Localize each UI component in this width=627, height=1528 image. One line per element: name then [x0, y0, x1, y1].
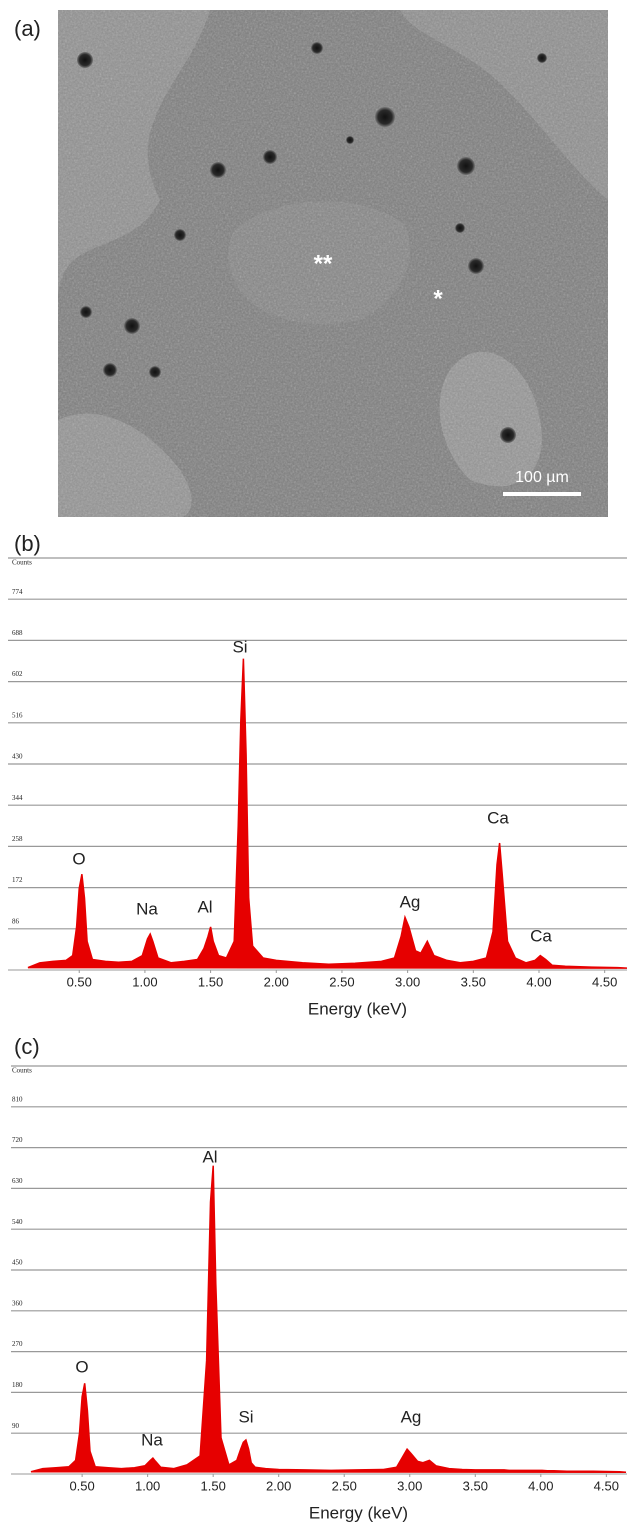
x-tick-label: 4.00 — [528, 1478, 553, 1493]
spectrum — [28, 659, 627, 969]
y-axis-label: Counts — [12, 1067, 32, 1075]
y-tick-label: 270 — [12, 1340, 23, 1348]
y-tick-label: 430 — [12, 753, 23, 761]
x-tick-label: 3.50 — [461, 974, 486, 989]
scale-bar — [503, 492, 581, 496]
annotation: ** — [314, 250, 333, 277]
peak-label: Ca — [530, 926, 552, 945]
y-tick-label: 258 — [12, 835, 23, 843]
sem-image: ** * 100 µm — [58, 10, 608, 517]
x-tick-label: 3.00 — [395, 974, 420, 989]
y-tick-label: 688 — [12, 629, 23, 637]
scale-bar-label: 100 µm — [515, 469, 569, 486]
peak-label: O — [75, 1357, 88, 1376]
y-axis-label: Counts — [12, 559, 32, 567]
x-tick-label: 2.50 — [332, 1478, 357, 1493]
y-tick-label: 450 — [12, 1259, 23, 1267]
x-tick-label: 0.50 — [67, 974, 92, 989]
x-tick-label: 4.50 — [592, 974, 617, 989]
spectrum — [31, 1166, 626, 1473]
panel-label: (a) — [14, 16, 41, 41]
annotation: * — [433, 285, 443, 312]
y-tick-label: 774 — [12, 588, 23, 596]
x-axis-title: Energy (keV) — [308, 999, 407, 1018]
peak-label: Si — [238, 1407, 253, 1426]
y-tick-label: 720 — [12, 1136, 23, 1144]
x-tick-label: 1.00 — [132, 974, 157, 989]
x-tick-label: 2.00 — [264, 974, 289, 989]
y-tick-label: 360 — [12, 1299, 23, 1307]
x-tick-label: 1.50 — [198, 974, 223, 989]
y-tick-label: 602 — [12, 670, 23, 678]
peak-label: Si — [232, 637, 247, 656]
x-tick-label: 1.50 — [201, 1478, 226, 1493]
x-tick-label: 0.50 — [69, 1478, 94, 1493]
x-tick-label: 4.00 — [526, 974, 551, 989]
y-tick-label: 630 — [12, 1177, 23, 1185]
peak-label: Na — [141, 1430, 163, 1449]
y-tick-label: 90 — [12, 1422, 20, 1430]
y-tick-label: 540 — [12, 1218, 23, 1226]
peak-label: Na — [136, 899, 158, 918]
peak-label: O — [72, 849, 85, 868]
x-tick-label: 3.50 — [463, 1478, 488, 1493]
panel-label: (b) — [14, 531, 41, 556]
x-tick-label: 2.50 — [329, 974, 354, 989]
y-tick-label: 86 — [12, 917, 20, 925]
x-tick-label: 1.00 — [135, 1478, 160, 1493]
y-tick-label: 180 — [12, 1381, 23, 1389]
y-tick-label: 810 — [12, 1095, 23, 1103]
x-axis-title: Energy (keV) — [309, 1503, 408, 1522]
peak-label: Al — [197, 897, 212, 916]
x-tick-label: 2.00 — [266, 1478, 291, 1493]
x-tick-label: 4.50 — [594, 1478, 619, 1493]
panel-label: (c) — [14, 1034, 40, 1059]
y-tick-label: 344 — [12, 794, 23, 802]
peak-label: Ag — [401, 1407, 422, 1426]
page: ** * 100 µm (a) (b) Counts 86 172 258 344 430 5… — [0, 0, 627, 1528]
peak-label: Ag — [400, 892, 421, 911]
x-tick-label: 3.00 — [397, 1478, 422, 1493]
figure: ** * 100 µm (a) (b) Counts 86 172 258 344 430 5… — [0, 0, 627, 1528]
y-tick-label: 516 — [12, 711, 23, 719]
peak-label: Ca — [487, 808, 509, 827]
peak-label: Al — [202, 1147, 217, 1166]
y-tick-label: 172 — [12, 876, 23, 884]
